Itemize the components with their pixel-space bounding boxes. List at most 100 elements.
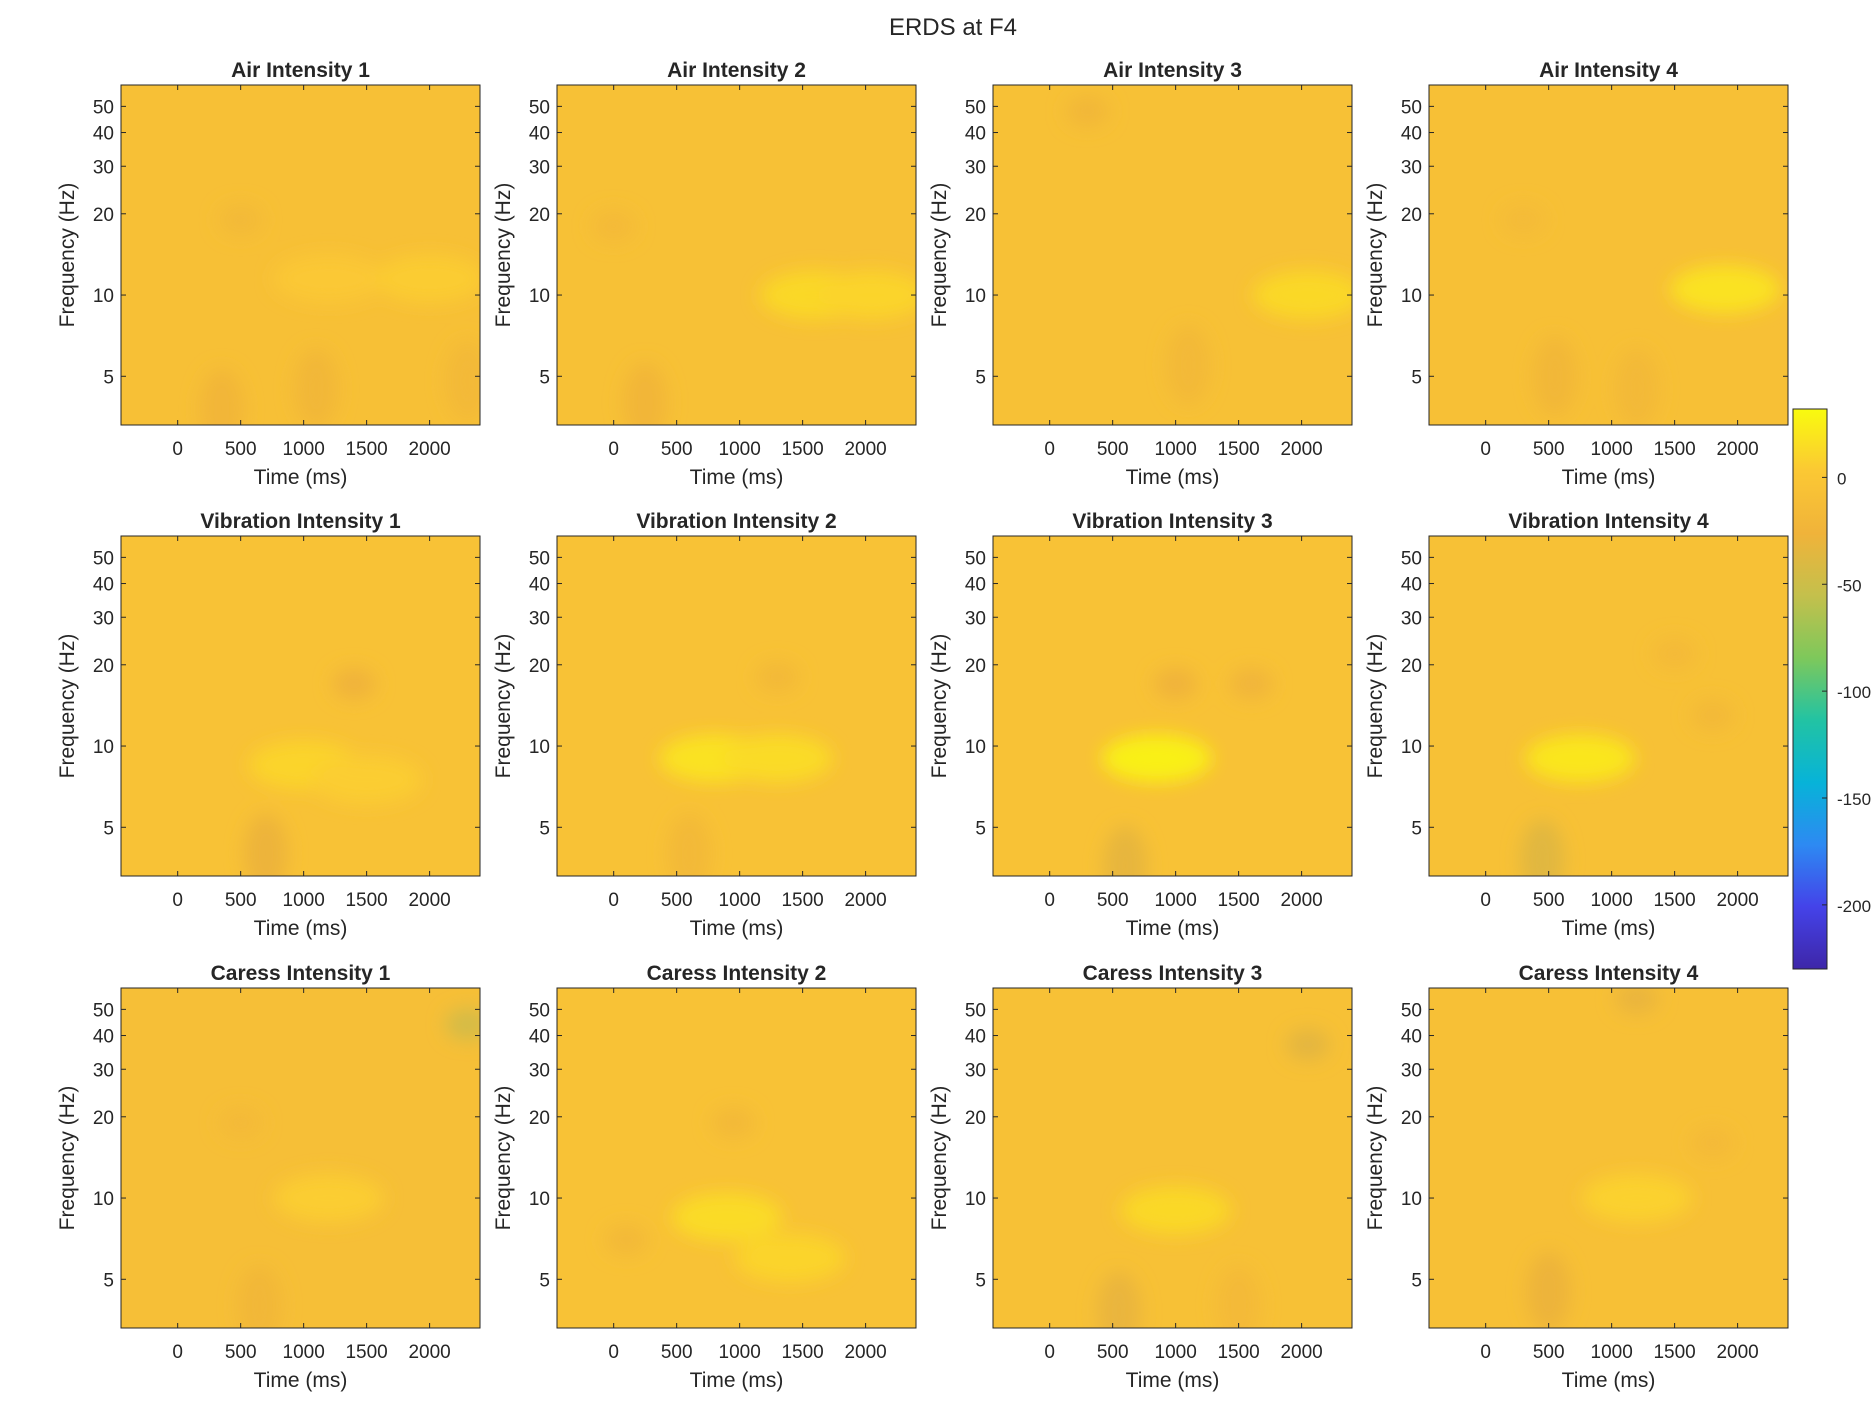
heatmap-feature [1525, 734, 1636, 783]
heatmap-panel: Caress Intensity 4 0 500 1000 1500 2000 5 10 20 3… [1364, 962, 1789, 1392]
y-tick-label: 5 [1411, 1270, 1422, 1291]
heatmap-feature [237, 1265, 282, 1328]
y-tick-label: 5 [975, 367, 986, 388]
y-tick-label: 40 [1401, 1027, 1422, 1048]
panel-title: Caress Intensity 3 [1083, 962, 1263, 985]
y-tick-label: 50 [529, 548, 550, 569]
y-axis-label: Frequency (Hz) [928, 183, 951, 328]
heatmap-panel: Vibration Intensity 2 0 500 1000 1500 2000 5 10… [492, 510, 917, 940]
heatmap-feature [1652, 637, 1697, 670]
y-tick-label: 20 [529, 656, 550, 677]
y-tick-label: 5 [103, 818, 114, 839]
y-tick-label: 30 [965, 157, 986, 178]
y-tick-label: 5 [539, 367, 550, 388]
x-tick-label: 0 [1480, 1342, 1491, 1363]
panel-title: Caress Intensity 2 [647, 962, 827, 985]
y-tick-label: 10 [1401, 286, 1422, 307]
axes-frame [1428, 84, 1789, 426]
axes-frame [992, 987, 1353, 1329]
y-tick-label: 50 [93, 1000, 114, 1021]
axes-frame [556, 84, 917, 426]
x-tick-label: 1500 [1653, 439, 1695, 460]
axes-frame [120, 987, 481, 1329]
heatmap-feature [1216, 1265, 1261, 1328]
x-tick-label: 2000 [1716, 890, 1758, 911]
y-axis-label: Frequency (Hz) [492, 183, 515, 328]
heatmap-feature [816, 271, 916, 320]
x-axis-label: Time (ms) [1562, 1369, 1656, 1392]
heatmap-background [1429, 536, 1788, 876]
x-tick-label: 500 [225, 890, 257, 911]
heatmap-feature [1520, 819, 1565, 876]
heatmap-feature [722, 734, 833, 783]
heatmap-background [557, 85, 916, 425]
panel-title: Vibration Intensity 2 [636, 510, 836, 533]
heatmap-panel: Air Intensity 4 0 500 1000 1500 2000 5 10 20 30 40… [1364, 59, 1789, 489]
heatmap-panel: Caress Intensity 3 0 500 1000 1500 2000 5 10 20 3… [928, 962, 1353, 1392]
x-axis-label: Time (ms) [690, 466, 784, 489]
x-axis-label: Time (ms) [1126, 917, 1220, 940]
y-tick-label: 40 [965, 1027, 986, 1048]
heatmap-feature [1690, 1126, 1735, 1159]
y-tick-label: 5 [1411, 367, 1422, 388]
heatmap-feature [218, 203, 263, 236]
heatmap-feature [1670, 265, 1781, 314]
colorbar-tick-label: -150 [1837, 790, 1871, 809]
heatmap-feature [445, 341, 480, 422]
y-axis-label: Frequency (Hz) [56, 183, 79, 328]
y-tick-label: 20 [529, 1108, 550, 1129]
heatmap-background [1429, 988, 1788, 1328]
y-tick-label: 5 [539, 1270, 550, 1291]
x-tick-label: 1000 [719, 439, 761, 460]
heatmap-feature [672, 1193, 783, 1242]
panel-title: Vibration Intensity 4 [1508, 510, 1709, 533]
y-tick-label: 40 [93, 575, 114, 596]
x-tick-label: 1000 [283, 1342, 325, 1363]
y-tick-label: 50 [93, 97, 114, 118]
y-tick-label: 10 [93, 1189, 114, 1210]
y-tick-label: 50 [1401, 548, 1422, 569]
y-tick-label: 20 [93, 205, 114, 226]
x-tick-label: 1000 [1591, 1342, 1633, 1363]
figure-title: ERDS at F4 [889, 14, 1017, 41]
y-tick-label: 20 [1401, 205, 1422, 226]
heatmap-feature [1166, 325, 1211, 406]
y-tick-label: 20 [965, 1108, 986, 1129]
y-tick-label: 30 [1401, 608, 1422, 629]
y-tick-label: 20 [965, 656, 986, 677]
x-tick-label: 1500 [781, 1342, 823, 1363]
x-tick-label: 2000 [408, 439, 450, 460]
heatmap-feature [591, 210, 636, 243]
axes-frame [556, 987, 917, 1329]
heatmap-feature [243, 813, 288, 876]
x-tick-label: 0 [608, 890, 619, 911]
y-tick-label: 30 [965, 608, 986, 629]
heatmap-feature [374, 254, 480, 303]
x-tick-label: 2000 [844, 890, 886, 911]
heatmap-feature [1229, 667, 1274, 700]
x-tick-label: 2000 [408, 890, 450, 911]
axes-frame [1428, 535, 1789, 877]
heatmap-feature [1614, 348, 1659, 425]
y-tick-label: 50 [965, 1000, 986, 1021]
axes-frame [992, 84, 1353, 426]
x-tick-label: 1000 [1155, 439, 1197, 460]
y-tick-label: 30 [93, 1060, 114, 1081]
x-axis-label: Time (ms) [690, 1369, 784, 1392]
x-tick-label: 1500 [781, 439, 823, 460]
colorbar-gradient [1792, 408, 1828, 970]
colorbar-tick-label: -100 [1837, 683, 1871, 702]
x-tick-label: 1500 [345, 439, 387, 460]
y-axis-label: Frequency (Hz) [56, 1086, 79, 1231]
x-tick-label: 500 [661, 439, 693, 460]
y-tick-label: 10 [529, 286, 550, 307]
heatmap-feature [1532, 336, 1577, 417]
heatmap-feature [332, 667, 377, 700]
panel-title: Air Intensity 2 [667, 59, 806, 82]
colorbar-tick-label: -200 [1837, 897, 1871, 916]
heatmap-feature [311, 755, 422, 804]
axes-frame [992, 535, 1353, 877]
heatmap-feature [623, 362, 668, 425]
x-tick-label: 1500 [1217, 890, 1259, 911]
